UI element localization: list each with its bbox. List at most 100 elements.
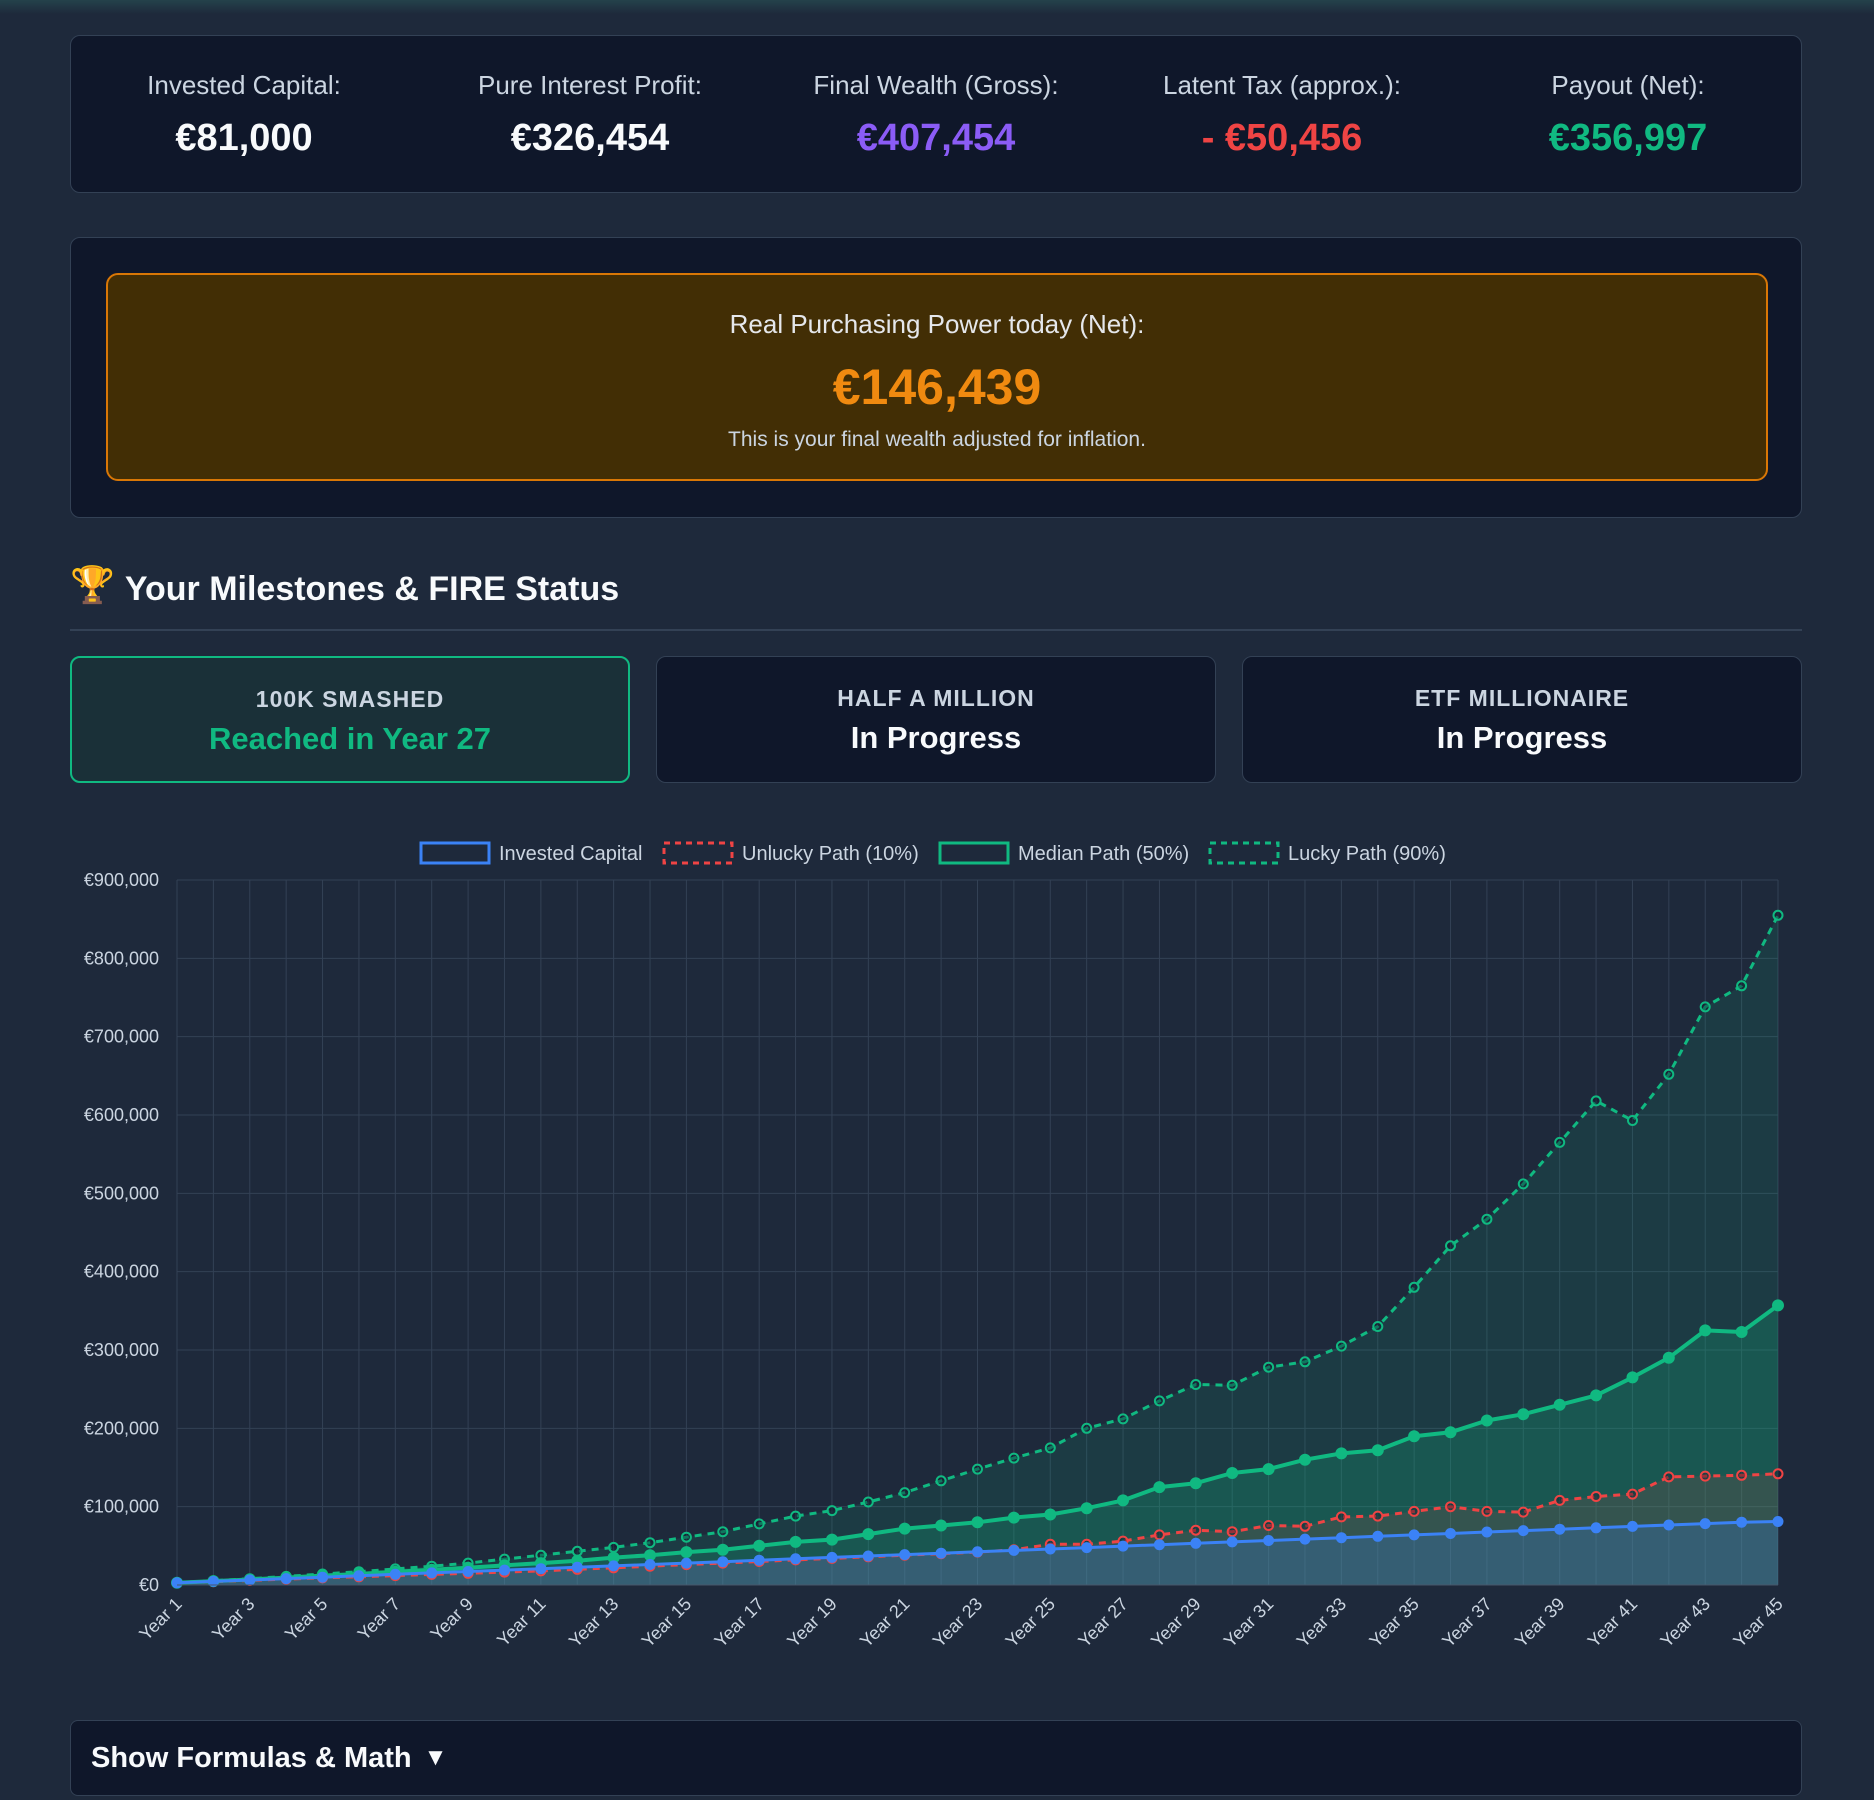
data-point <box>826 1505 838 1517</box>
x-tick-label: Year 7 <box>354 1594 404 1644</box>
data-point <box>1408 1430 1421 1443</box>
data-point <box>1117 1540 1129 1552</box>
data-point <box>1263 1361 1275 1373</box>
data-point <box>1299 1356 1311 1368</box>
series-area-3 <box>177 915 1778 1585</box>
data-point <box>680 1531 692 1543</box>
x-tick-label: Year 17 <box>710 1594 768 1652</box>
y-tick-label: €100,000 <box>84 1497 159 1517</box>
data-point <box>462 1566 474 1577</box>
data-point <box>1517 1408 1530 1421</box>
legend-label: Unlucky Path (10%) <box>742 843 919 865</box>
data-point <box>1044 1543 1056 1555</box>
data-point <box>1081 1422 1093 1434</box>
x-tick-label: Year 1 <box>135 1594 185 1644</box>
data-point <box>790 1553 802 1565</box>
data-point <box>716 1543 729 1556</box>
wealth-chart: €0 €100,000 €200,000 €300,000 €400,000 €500,0… <box>84 841 1787 1652</box>
data-point <box>571 1545 583 1557</box>
data-point <box>717 1526 729 1538</box>
data-point <box>1444 1426 1457 1439</box>
formulas-label: Show Formulas & Math <box>91 1741 412 1774</box>
data-point <box>789 1535 802 1548</box>
data-point <box>826 1551 838 1563</box>
data-point <box>1663 1519 1675 1531</box>
data-point <box>1081 1542 1093 1554</box>
data-point <box>1153 1539 1165 1551</box>
y-tick-label: €800,000 <box>84 948 159 968</box>
x-tick-label: Year 35 <box>1365 1594 1423 1652</box>
data-point <box>1554 1494 1566 1506</box>
data-point <box>1372 1530 1384 1542</box>
stat-value: €407,454 <box>856 117 1016 159</box>
stat-value: €81,000 <box>175 117 313 159</box>
data-point <box>1481 1526 1493 1538</box>
data-point <box>1190 1524 1202 1536</box>
data-point <box>1262 1463 1275 1476</box>
milestone-status: Reached in Year 27 <box>208 721 492 756</box>
data-point <box>971 1516 984 1529</box>
data-point <box>1699 1518 1711 1530</box>
data-point <box>1335 1340 1347 1352</box>
series-line-1 <box>176 1472 1779 1585</box>
data-point <box>171 1577 183 1589</box>
data-point <box>1153 1529 1165 1541</box>
data-point <box>1553 1398 1566 1411</box>
x-tick-label: Year 39 <box>1511 1594 1569 1652</box>
legend-swatch <box>938 841 1010 865</box>
y-tick-label: €0 <box>139 1575 159 1595</box>
stat-label: Latent Tax (approx.): <box>1163 70 1401 100</box>
stat-interest-profit: Pure Interest Profit: €326,454 <box>417 36 763 192</box>
show-formulas-toggle[interactable]: Show Formulas & Math ▼ <box>70 1720 1802 1796</box>
data-point <box>753 1518 765 1530</box>
y-tick-label: €600,000 <box>84 1105 159 1125</box>
data-point <box>317 1571 328 1583</box>
data-point <box>1299 1533 1311 1545</box>
y-tick-label: €900,000 <box>84 870 159 890</box>
data-point <box>862 1550 874 1562</box>
data-point <box>899 1549 911 1561</box>
data-point <box>1736 1516 1748 1528</box>
data-point <box>1445 1240 1456 1252</box>
stat-label: Pure Interest Profit: <box>478 70 702 100</box>
data-point <box>1590 1522 1602 1534</box>
data-point <box>826 1533 838 1546</box>
stat-value: €356,997 <box>1548 117 1708 159</box>
data-point <box>1226 1379 1238 1391</box>
summary-card: Invested Capital: €81,000 Pure Interest … <box>70 35 1802 193</box>
data-point <box>1480 1414 1493 1427</box>
data-point <box>1590 1095 1602 1107</box>
data-point <box>1445 1528 1456 1539</box>
data-point <box>972 1546 983 1558</box>
data-point <box>1008 1544 1020 1556</box>
data-point <box>1044 1508 1057 1521</box>
data-point <box>1372 1321 1384 1332</box>
data-point <box>1263 1535 1275 1546</box>
data-point <box>1372 1510 1384 1522</box>
data-point <box>1299 1453 1311 1466</box>
data-point <box>1663 1068 1675 1080</box>
data-point <box>1663 1471 1675 1483</box>
data-point <box>972 1463 983 1475</box>
x-tick-label: Year 3 <box>208 1594 258 1644</box>
y-tick-label: €400,000 <box>84 1262 159 1282</box>
data-point <box>717 1556 729 1568</box>
data-point <box>499 1564 510 1576</box>
data-point <box>1153 1395 1165 1407</box>
x-tick-label: Year 13 <box>565 1594 623 1652</box>
data-point <box>1590 1389 1603 1402</box>
data-point <box>1335 1511 1347 1523</box>
legend-swatch <box>419 841 491 865</box>
top-glow <box>0 0 1874 14</box>
data-point <box>680 1557 692 1569</box>
real-power-card: Real Purchasing Power today (Net): €146,… <box>70 237 1802 518</box>
legend-label: Invested Capital <box>499 843 642 865</box>
x-tick-label: Year 43 <box>1656 1594 1714 1652</box>
data-point <box>1371 1444 1384 1457</box>
data-point <box>1517 1178 1529 1190</box>
x-tick-label: Year 33 <box>1293 1594 1351 1652</box>
y-tick-label: €200,000 <box>84 1418 159 1438</box>
data-point <box>1408 1281 1420 1293</box>
data-point <box>644 1537 656 1549</box>
stat-final-wealth: Final Wealth (Gross): €407,454 <box>763 36 1109 192</box>
